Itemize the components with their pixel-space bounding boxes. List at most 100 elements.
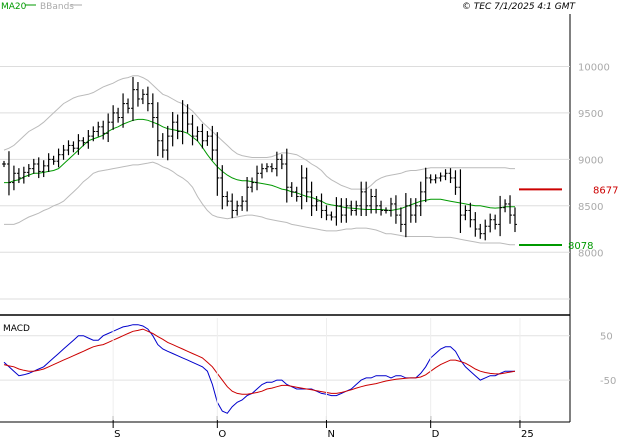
ohlc-bar [250,177,255,193]
ohlc-bar [269,163,274,173]
price-tick-label: 10000 [578,62,610,73]
ohlc-bar [393,195,398,224]
ohlc-bar [2,160,6,168]
price-tick-labels: 10000 9500 9000 8500 8000 [578,62,610,259]
ohlc-bar [354,200,359,216]
ohlc-bar [76,134,81,155]
ohlc-bar [96,121,101,137]
ohlc-bar [284,148,289,203]
ohlc-bar [478,223,483,239]
ohlc-bar [369,188,374,214]
price-tick-label: 9000 [578,155,603,166]
ohlc-bar [215,132,220,196]
ohlc-bar [458,169,463,233]
ohlc-bar [359,181,364,217]
ohlc-bar [428,174,433,184]
header-timestamp: © TEC 7/1/2025 4:1 GMT [462,2,577,12]
ohlc-bar [145,86,150,112]
ohlc-bar [6,151,11,196]
ohlc-bar [225,191,230,207]
price-tick-label: 8000 [578,248,603,259]
ohlc-bars [2,76,517,241]
ohlc-bar [240,196,245,211]
ohlc-bar [388,197,393,217]
ohlc-bar [309,181,314,217]
ohlc-bar [220,165,225,210]
ohlc-bar [51,155,56,165]
ohlc-bar [319,193,324,219]
macd-tick-label: 50 [600,332,613,343]
ohlc-bar [160,133,165,158]
ohlc-bar [423,167,428,203]
ohlc-bar [155,102,160,157]
ohlc-bar [344,198,349,223]
ohlc-bar [31,158,36,174]
ma20-line [4,118,515,212]
annotation-label: 8078 [568,241,593,252]
ohlc-bar [433,174,438,184]
ohlc-bar [255,165,260,191]
bband-lower-line [4,161,515,246]
ohlc-bar [448,168,453,184]
ohlc-bar [86,129,91,149]
ohlc-bar [473,212,478,237]
ohlc-bar [274,151,279,177]
ohlc-bar [116,107,121,123]
ohlc-bar [384,207,389,214]
ohlc-bar [200,123,205,149]
ohlc-bar [339,198,344,223]
ohlc-bar [259,163,264,179]
ohlc-bar [106,113,111,143]
ohlc-bar [21,166,26,184]
ohlc-bar [195,126,200,142]
ohlc-bar [374,188,379,214]
ohlc-bar [408,198,413,223]
ohlc-bar [16,168,21,184]
ohlc-bar [493,214,498,230]
macd-tick-label: -50 [600,376,616,387]
ohlc-bar [403,193,408,238]
ohlc-bar [438,172,443,182]
legend-ma20: MA20 [1,2,27,12]
ohlc-bar [413,198,418,223]
ohlc-bar [289,182,294,197]
ohlc-bar [140,89,145,105]
ohlc-bar [468,202,473,228]
x-tick-label: N [327,429,334,440]
ohlc-bar [513,207,517,233]
ohlc-bar [418,181,423,217]
ohlc-bar [245,177,250,212]
ohlc-bar [210,125,215,161]
ohlc-bar [41,160,46,178]
price-tick-label: 8500 [578,202,603,213]
ohlc-bar [235,200,240,216]
x-tick-label: S [114,429,120,440]
ohlc-bar [26,164,31,177]
bollinger-bands [3,75,515,246]
x-axis: S O N D 25 [112,318,534,440]
ohlc-bar [483,219,488,241]
ohlc-bar [463,205,468,221]
macd-gridlines [0,335,570,381]
ohlc-bar [314,196,319,211]
ohlc-bar [11,165,16,191]
ohlc-bar [294,186,299,202]
ohlc-bar [364,181,369,217]
ohlc-bar [190,114,195,146]
ohlc-bar [299,165,304,210]
ohlc-bar [453,170,458,195]
ohlc-bar [379,200,384,216]
ohlc-bar [111,105,116,130]
ohlc-bar [61,144,66,160]
x-tick-label: O [218,429,226,440]
ohlc-bar [175,114,180,140]
ohlc-bar [81,137,86,147]
ohlc-bar [498,195,503,237]
ma20-path [4,118,515,212]
x-tick-label: D [432,429,440,440]
ohlc-bar [130,76,135,122]
ohlc-bar [56,148,61,168]
ohlc-bar [36,157,41,179]
ohlc-bar [180,100,185,145]
